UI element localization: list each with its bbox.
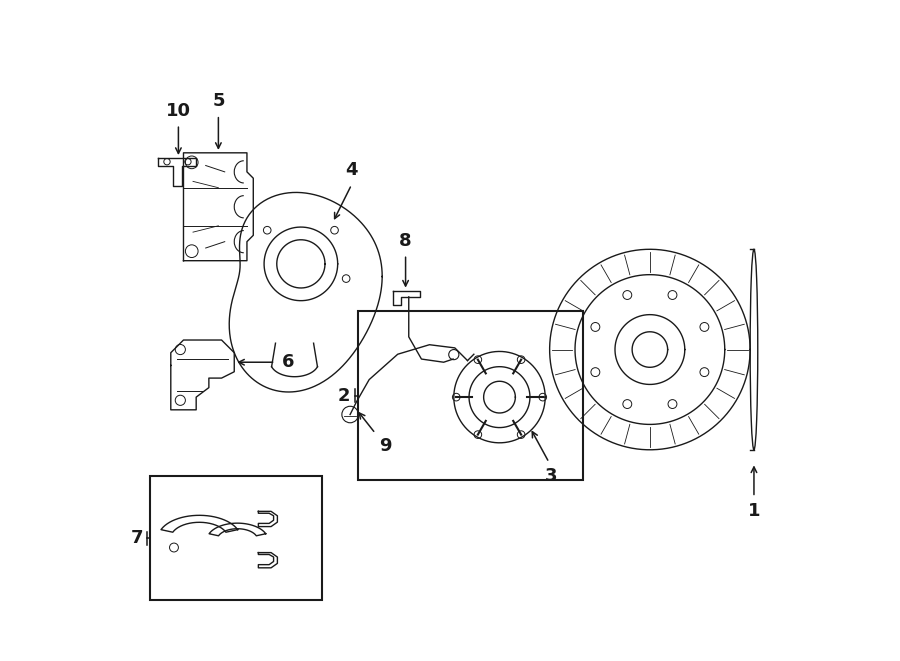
Text: 1: 1: [748, 502, 760, 520]
Text: 7: 7: [130, 529, 143, 547]
Bar: [150, 477, 322, 600]
Text: 3: 3: [544, 467, 557, 485]
Text: 6: 6: [282, 353, 294, 371]
Text: 9: 9: [379, 437, 392, 455]
Bar: [358, 311, 583, 480]
Text: 5: 5: [212, 92, 225, 110]
Text: 4: 4: [345, 161, 357, 180]
Text: 10: 10: [166, 102, 191, 120]
Text: 2: 2: [338, 387, 350, 405]
Text: 8: 8: [400, 232, 412, 250]
